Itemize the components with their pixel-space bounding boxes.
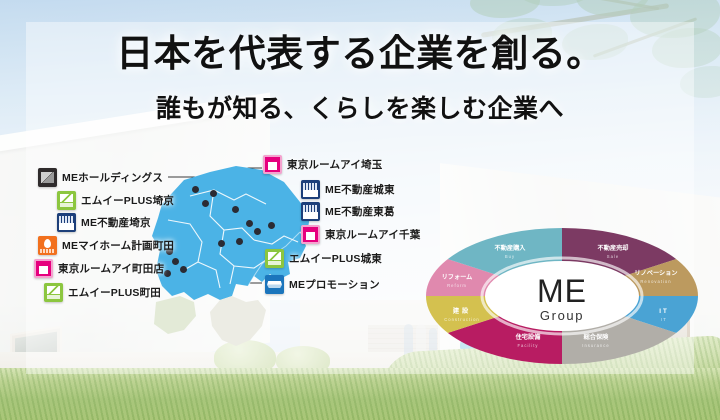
map-landmass-southwest — [154, 296, 196, 334]
map-marker[interactable] — [164, 270, 171, 277]
segment-label-reform-en: Reform — [447, 283, 467, 288]
label-text: エムイーPLUS城東 — [289, 253, 383, 265]
me-fudosan-joto-icon — [301, 180, 320, 199]
segment-label-construction-jp: 建設 — [452, 307, 471, 315]
label-text: ME不動産城東 — [325, 184, 395, 196]
label-text: ME不動産埼京 — [81, 217, 151, 229]
label-tokyo-roomeye-chiba[interactable]: 東京ルームアイ千葉 — [301, 225, 420, 244]
segment-label-sale-jp: 不動産売却 — [598, 244, 629, 252]
segment-label-sale-en: Sale — [607, 254, 619, 259]
segment-label-it-jp: IT — [659, 308, 669, 315]
segment-label-reform-jp: リフォーム — [442, 274, 473, 281]
segment-label-insurance-jp: 総合保険 — [583, 333, 610, 341]
label-text: 東京ルームアイ千葉 — [325, 229, 421, 241]
map-marker[interactable] — [202, 200, 209, 207]
me-holdings-icon — [38, 168, 57, 187]
tokyo-roomeye-chiba-icon — [301, 225, 320, 244]
label-me-fudosan-joto[interactable]: ME不動産城東 — [301, 180, 395, 199]
page-title: 日本を代表する企業を創る。 — [116, 33, 604, 74]
me-group-logo-title: ME — [537, 273, 587, 309]
label-tokyo-roomeye-saitama[interactable]: 東京ルームアイ埼玉 — [263, 155, 382, 174]
segment-label-it-en: IT — [661, 317, 667, 322]
label-text: エムイーPLUS埼京 — [81, 195, 175, 207]
map-marker[interactable] — [210, 190, 217, 197]
me-group-diagram: ME Group 不動産購入 Buy 不動産売却 Sale リノベーション Re… — [424, 226, 700, 366]
label-me-holdings[interactable]: MEホールディングス — [38, 168, 163, 187]
page-subtitle: 誰もが知る、くらしを楽しむ企業へ — [155, 95, 564, 123]
me-myhome-machida-icon — [38, 236, 57, 255]
label-me-plus-joto[interactable]: エムイーPLUS城東 — [265, 249, 382, 268]
segment-label-renovation-jp: リノベーション — [634, 270, 677, 277]
segment-labels: 不動産購入 Buy 不動産売却 Sale リノベーション Renovation … — [442, 244, 678, 348]
label-me-plus-saikyo[interactable]: エムイーPLUS埼京 — [57, 191, 174, 210]
map-marker[interactable] — [218, 240, 225, 247]
tokyo-roomeye-saitama-icon — [263, 155, 282, 174]
map-landmass-south — [210, 296, 266, 346]
label-text: MEマイホーム計画町田 — [62, 240, 175, 252]
me-plus-machida-icon — [44, 283, 63, 302]
map-marker[interactable] — [246, 220, 253, 227]
label-text: MEプロモーション — [289, 279, 380, 291]
segment-label-renovation-en: Renovation — [640, 279, 671, 284]
label-text: MEホールディングス — [62, 172, 164, 184]
label-text: エムイーPLUS町田 — [68, 287, 162, 299]
map-marker[interactable] — [254, 228, 261, 235]
label-text: 東京ルームアイ埼玉 — [287, 159, 383, 171]
segment-label-facility-jp: 住宅設備 — [515, 333, 542, 341]
map-marker[interactable] — [180, 266, 187, 273]
tokyo-roomeye-machida-icon — [34, 259, 53, 278]
label-me-fudosan-tokatsu[interactable]: ME不動産東葛 — [301, 202, 395, 221]
segment-label-insurance-en: Insurance — [582, 343, 609, 348]
label-me-fudosan-saikyo[interactable]: ME不動産埼京 — [57, 213, 151, 232]
label-me-promotion[interactable]: MEプロモーション — [265, 275, 380, 294]
me-fudosan-saikyo-icon — [57, 213, 76, 232]
map-marker[interactable] — [236, 238, 243, 245]
label-tokyo-roomeye-machida[interactable]: 東京ルームアイ町田店 — [34, 259, 164, 278]
label-text: ME不動産東葛 — [325, 206, 395, 218]
me-promotion-icon — [265, 275, 284, 294]
label-me-plus-machida[interactable]: エムイーPLUS町田 — [44, 283, 161, 302]
segment-label-buy-jp: 不動産購入 — [495, 244, 527, 252]
map-marker[interactable] — [192, 186, 199, 193]
segment-label-construction-en: Construction — [444, 317, 480, 322]
map-marker[interactable] — [232, 206, 239, 213]
donut-center-hole — [485, 261, 639, 331]
map-marker[interactable] — [172, 258, 179, 265]
segment-label-buy-en: Buy — [505, 254, 515, 259]
me-plus-saikyo-icon — [57, 191, 76, 210]
me-plus-joto-icon — [265, 249, 284, 268]
label-me-myhome-machida[interactable]: MEマイホーム計画町田 — [38, 236, 174, 255]
label-text: 東京ルームアイ町田店 — [58, 263, 165, 275]
map-marker[interactable] — [268, 222, 275, 229]
segment-label-facility-en: Facility — [517, 343, 538, 348]
me-fudosan-tokatsu-icon — [301, 202, 320, 221]
map-marker[interactable] — [166, 248, 173, 255]
me-group-logo-subtitle: Group — [540, 308, 584, 323]
